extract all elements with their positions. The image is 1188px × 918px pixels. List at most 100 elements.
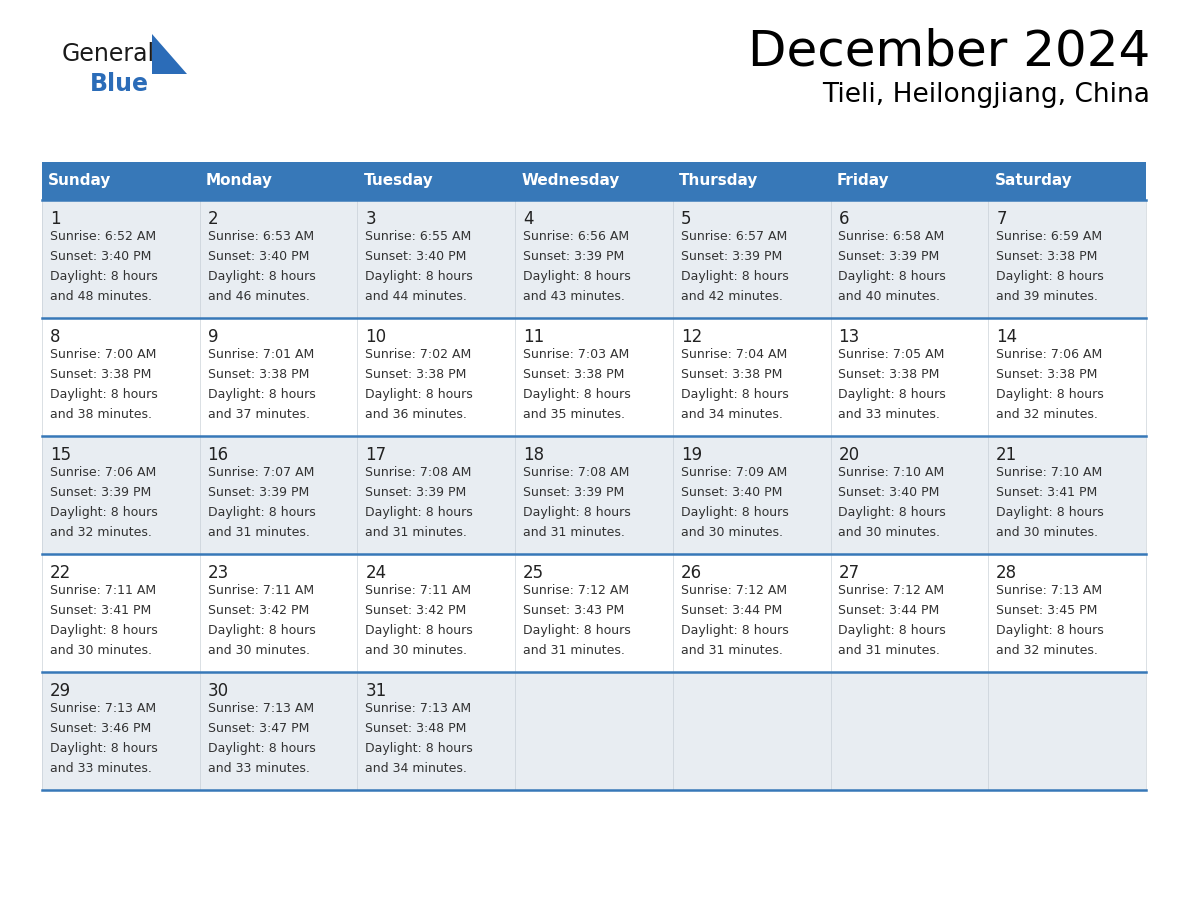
Text: Sunrise: 7:13 AM: Sunrise: 7:13 AM [997, 584, 1102, 597]
Text: Sunset: 3:41 PM: Sunset: 3:41 PM [997, 486, 1098, 499]
Text: 11: 11 [523, 328, 544, 346]
Text: Sunrise: 6:57 AM: Sunrise: 6:57 AM [681, 230, 786, 243]
Text: and 31 minutes.: and 31 minutes. [523, 526, 625, 539]
Text: Sunset: 3:48 PM: Sunset: 3:48 PM [366, 722, 467, 735]
Text: Tieli, Heilongjiang, China: Tieli, Heilongjiang, China [822, 82, 1150, 108]
Text: Sunset: 3:40 PM: Sunset: 3:40 PM [681, 486, 782, 499]
Text: Daylight: 8 hours: Daylight: 8 hours [839, 624, 946, 637]
Text: 28: 28 [997, 564, 1017, 582]
Text: 20: 20 [839, 446, 860, 464]
Text: Sunrise: 7:03 AM: Sunrise: 7:03 AM [523, 348, 630, 361]
Text: and 32 minutes.: and 32 minutes. [997, 644, 1098, 657]
Text: Daylight: 8 hours: Daylight: 8 hours [50, 270, 158, 283]
Text: Daylight: 8 hours: Daylight: 8 hours [523, 624, 631, 637]
Text: Wednesday: Wednesday [522, 174, 620, 188]
Text: 22: 22 [50, 564, 71, 582]
Text: 25: 25 [523, 564, 544, 582]
Text: Daylight: 8 hours: Daylight: 8 hours [366, 388, 473, 401]
Text: and 37 minutes.: and 37 minutes. [208, 408, 310, 421]
Text: 14: 14 [997, 328, 1017, 346]
Text: Daylight: 8 hours: Daylight: 8 hours [523, 270, 631, 283]
Text: and 33 minutes.: and 33 minutes. [50, 762, 152, 775]
Text: December 2024: December 2024 [747, 28, 1150, 76]
Text: Sunrise: 7:09 AM: Sunrise: 7:09 AM [681, 466, 786, 479]
Text: Sunset: 3:42 PM: Sunset: 3:42 PM [208, 604, 309, 617]
Text: and 44 minutes.: and 44 minutes. [366, 290, 467, 303]
Text: Sunday: Sunday [49, 174, 112, 188]
Text: Sunset: 3:39 PM: Sunset: 3:39 PM [523, 250, 624, 263]
Text: Sunset: 3:46 PM: Sunset: 3:46 PM [50, 722, 151, 735]
Text: 4: 4 [523, 210, 533, 228]
Text: Sunset: 3:40 PM: Sunset: 3:40 PM [50, 250, 151, 263]
Text: 21: 21 [997, 446, 1017, 464]
Text: Sunrise: 7:08 AM: Sunrise: 7:08 AM [523, 466, 630, 479]
Text: and 30 minutes.: and 30 minutes. [681, 526, 783, 539]
Text: Sunrise: 7:01 AM: Sunrise: 7:01 AM [208, 348, 314, 361]
Text: Daylight: 8 hours: Daylight: 8 hours [997, 624, 1104, 637]
Text: Daylight: 8 hours: Daylight: 8 hours [997, 388, 1104, 401]
Text: Sunset: 3:39 PM: Sunset: 3:39 PM [523, 486, 624, 499]
Text: and 30 minutes.: and 30 minutes. [50, 644, 152, 657]
Text: Daylight: 8 hours: Daylight: 8 hours [366, 506, 473, 519]
Text: 12: 12 [681, 328, 702, 346]
Text: Sunrise: 7:13 AM: Sunrise: 7:13 AM [208, 702, 314, 715]
Text: and 33 minutes.: and 33 minutes. [208, 762, 310, 775]
Text: Daylight: 8 hours: Daylight: 8 hours [997, 270, 1104, 283]
Text: Sunset: 3:47 PM: Sunset: 3:47 PM [208, 722, 309, 735]
Text: Sunrise: 7:08 AM: Sunrise: 7:08 AM [366, 466, 472, 479]
Text: Sunset: 3:38 PM: Sunset: 3:38 PM [997, 250, 1098, 263]
Text: Sunset: 3:41 PM: Sunset: 3:41 PM [50, 604, 151, 617]
Text: Sunrise: 6:58 AM: Sunrise: 6:58 AM [839, 230, 944, 243]
Text: and 30 minutes.: and 30 minutes. [366, 644, 467, 657]
Text: Daylight: 8 hours: Daylight: 8 hours [839, 506, 946, 519]
Text: 13: 13 [839, 328, 860, 346]
Text: 2: 2 [208, 210, 219, 228]
Text: Sunrise: 7:12 AM: Sunrise: 7:12 AM [839, 584, 944, 597]
Text: Daylight: 8 hours: Daylight: 8 hours [523, 506, 631, 519]
Text: Daylight: 8 hours: Daylight: 8 hours [366, 624, 473, 637]
Text: and 35 minutes.: and 35 minutes. [523, 408, 625, 421]
Text: Sunset: 3:40 PM: Sunset: 3:40 PM [208, 250, 309, 263]
Text: Daylight: 8 hours: Daylight: 8 hours [50, 388, 158, 401]
Text: Daylight: 8 hours: Daylight: 8 hours [523, 388, 631, 401]
Text: and 38 minutes.: and 38 minutes. [50, 408, 152, 421]
Text: Sunset: 3:38 PM: Sunset: 3:38 PM [50, 368, 151, 381]
Polygon shape [152, 34, 187, 74]
Text: Sunrise: 6:53 AM: Sunrise: 6:53 AM [208, 230, 314, 243]
Bar [42, 436, 1146, 554]
Text: 5: 5 [681, 210, 691, 228]
Text: Daylight: 8 hours: Daylight: 8 hours [208, 388, 315, 401]
Text: Sunrise: 6:59 AM: Sunrise: 6:59 AM [997, 230, 1102, 243]
Text: Daylight: 8 hours: Daylight: 8 hours [681, 506, 789, 519]
Text: Blue: Blue [90, 72, 148, 96]
Text: Daylight: 8 hours: Daylight: 8 hours [839, 270, 946, 283]
Text: 27: 27 [839, 564, 860, 582]
Text: Sunrise: 7:06 AM: Sunrise: 7:06 AM [997, 348, 1102, 361]
Text: Sunrise: 7:00 AM: Sunrise: 7:00 AM [50, 348, 157, 361]
Text: 29: 29 [50, 682, 71, 700]
Text: Sunrise: 7:07 AM: Sunrise: 7:07 AM [208, 466, 314, 479]
Text: Sunset: 3:38 PM: Sunset: 3:38 PM [839, 368, 940, 381]
Text: 30: 30 [208, 682, 229, 700]
Text: and 33 minutes.: and 33 minutes. [839, 408, 941, 421]
Text: and 48 minutes.: and 48 minutes. [50, 290, 152, 303]
Text: and 46 minutes.: and 46 minutes. [208, 290, 310, 303]
Text: 15: 15 [50, 446, 71, 464]
Text: Sunset: 3:43 PM: Sunset: 3:43 PM [523, 604, 624, 617]
Text: Sunrise: 7:13 AM: Sunrise: 7:13 AM [366, 702, 472, 715]
Text: Daylight: 8 hours: Daylight: 8 hours [50, 506, 158, 519]
Text: Sunrise: 7:12 AM: Sunrise: 7:12 AM [523, 584, 630, 597]
Text: Sunset: 3:38 PM: Sunset: 3:38 PM [208, 368, 309, 381]
Text: Sunset: 3:38 PM: Sunset: 3:38 PM [366, 368, 467, 381]
Text: and 36 minutes.: and 36 minutes. [366, 408, 467, 421]
Text: and 32 minutes.: and 32 minutes. [50, 526, 152, 539]
Text: and 32 minutes.: and 32 minutes. [997, 408, 1098, 421]
Text: Daylight: 8 hours: Daylight: 8 hours [681, 388, 789, 401]
Text: Sunrise: 7:12 AM: Sunrise: 7:12 AM [681, 584, 786, 597]
Text: General: General [62, 42, 156, 66]
Text: Daylight: 8 hours: Daylight: 8 hours [681, 624, 789, 637]
Text: Monday: Monday [206, 174, 273, 188]
Text: Sunset: 3:38 PM: Sunset: 3:38 PM [523, 368, 625, 381]
Text: Daylight: 8 hours: Daylight: 8 hours [50, 742, 158, 755]
Text: Daylight: 8 hours: Daylight: 8 hours [681, 270, 789, 283]
